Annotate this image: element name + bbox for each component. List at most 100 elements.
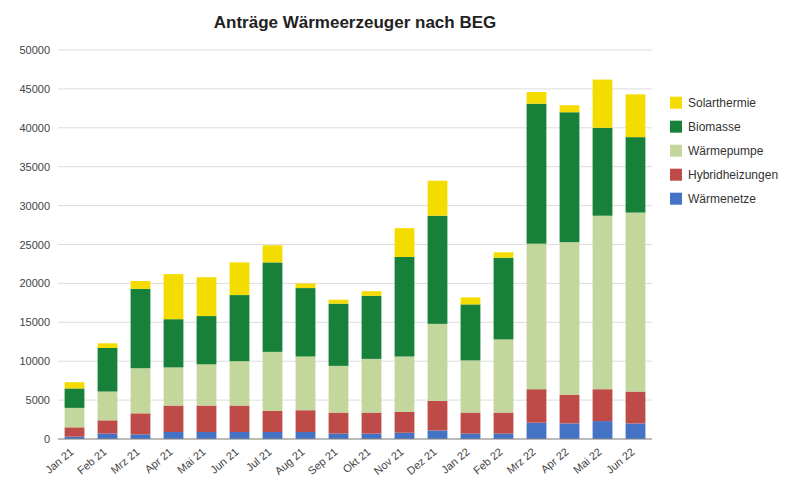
x-tick-label: Jul 21 — [244, 445, 274, 473]
x-tick-label: Mrz 21 — [108, 445, 141, 476]
bar — [626, 213, 646, 392]
bar — [461, 413, 481, 434]
bar — [65, 382, 85, 388]
legend: SolarthermieBiomasseWärmepumpeHybridheiz… — [670, 96, 778, 206]
series — [65, 213, 646, 428]
y-tick-label: 35000 — [19, 161, 50, 173]
bar — [296, 432, 316, 439]
bar — [263, 245, 283, 262]
bar — [560, 112, 580, 242]
bar — [329, 366, 349, 413]
bar — [98, 343, 118, 348]
x-tick-label: Nov 21 — [371, 445, 405, 477]
y-tick-label: 15000 — [19, 316, 50, 328]
bar — [362, 291, 382, 296]
bar — [626, 392, 646, 424]
bar — [329, 300, 349, 304]
bar — [164, 274, 184, 319]
bar — [296, 410, 316, 432]
bar — [164, 367, 184, 405]
bar — [296, 288, 316, 356]
legend-label: Hybridheizungen — [688, 168, 778, 182]
bar — [494, 339, 514, 412]
bar — [230, 361, 250, 405]
bar — [527, 423, 547, 439]
bar — [263, 262, 283, 351]
bar — [362, 359, 382, 413]
bar — [395, 433, 415, 439]
bar — [65, 388, 85, 407]
bar — [560, 423, 580, 439]
legend-label: Solarthermie — [688, 96, 756, 110]
legend-swatch — [670, 145, 682, 157]
bar — [131, 281, 151, 289]
legend-swatch — [670, 121, 682, 133]
bar — [461, 360, 481, 412]
x-axis-line — [58, 439, 652, 440]
x-tick-label: Jun 21 — [208, 445, 241, 475]
legend-label: Wärmepumpe — [688, 144, 764, 158]
x-tick-label: Mrz 22 — [504, 445, 537, 476]
x-tick-label: Mai 21 — [175, 445, 208, 475]
bar — [560, 242, 580, 394]
legend-swatch — [670, 169, 682, 181]
bar — [494, 413, 514, 434]
bar — [197, 406, 217, 432]
bar — [197, 277, 217, 316]
bar — [65, 408, 85, 427]
bar — [527, 244, 547, 389]
y-tick-label: 50000 — [19, 44, 50, 56]
legend-swatch — [670, 97, 682, 109]
bar — [494, 252, 514, 257]
y-axis: 0500010000150002000025000300003500040000… — [19, 44, 652, 445]
bar — [296, 283, 316, 288]
bar — [329, 413, 349, 434]
bar — [263, 432, 283, 439]
bar — [263, 352, 283, 411]
x-tick-label: Feb 21 — [75, 445, 109, 476]
bar — [362, 434, 382, 439]
bar — [428, 430, 448, 439]
bar — [395, 357, 415, 412]
bar — [593, 80, 613, 128]
bar — [230, 406, 250, 432]
bar — [98, 348, 118, 392]
bar — [428, 401, 448, 431]
bar — [164, 406, 184, 432]
bar — [395, 228, 415, 257]
series — [65, 421, 646, 439]
bar — [560, 105, 580, 112]
grid-line — [58, 88, 652, 89]
x-tick-label: Apr 22 — [538, 445, 571, 475]
bar — [230, 295, 250, 361]
y-tick-label: 10000 — [19, 355, 50, 367]
bar — [593, 389, 613, 421]
x-tick-label: Mai 22 — [571, 445, 604, 475]
bar — [494, 434, 514, 439]
bar — [296, 357, 316, 411]
bar — [164, 432, 184, 439]
bar — [593, 128, 613, 216]
x-axis: Jan 21Feb 21Mrz 21Apr 21Mai 21Jun 21Jul … — [43, 445, 637, 477]
bar — [527, 389, 547, 422]
series — [65, 104, 646, 408]
bar — [98, 434, 118, 439]
bars — [65, 80, 646, 439]
series — [65, 80, 646, 389]
bar — [626, 94, 646, 137]
grid-line — [58, 439, 652, 440]
bar — [560, 395, 580, 424]
bar — [131, 368, 151, 413]
bar — [593, 421, 613, 439]
bar — [395, 257, 415, 357]
bar — [230, 262, 250, 295]
bar — [362, 413, 382, 434]
bar — [362, 296, 382, 359]
bar — [428, 181, 448, 216]
bar — [263, 411, 283, 432]
x-tick-label: Jan 22 — [439, 445, 472, 475]
x-tick-label: Okt 21 — [340, 445, 373, 475]
bar — [131, 434, 151, 439]
x-tick-label: Apr 21 — [142, 445, 175, 475]
legend-label: Wärmenetze — [688, 192, 756, 206]
